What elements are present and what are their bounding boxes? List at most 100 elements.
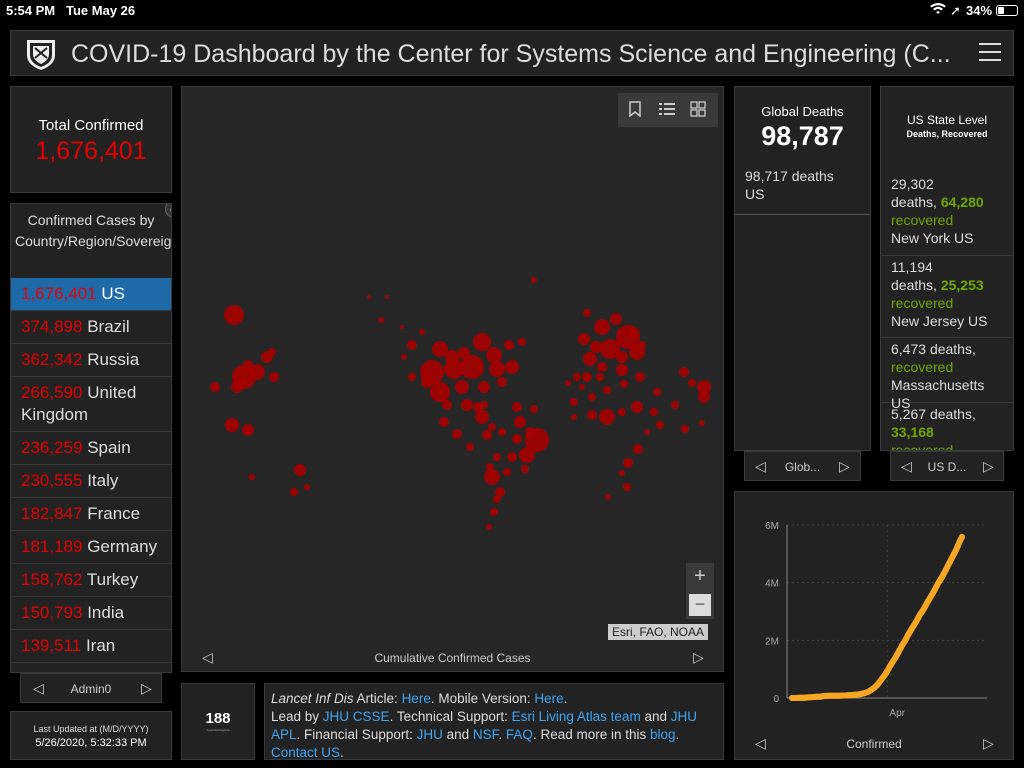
us-state-row[interactable]: 6,473 deaths, recovered Massachusetts US	[881, 338, 1013, 411]
country-name: US	[101, 284, 125, 303]
prev-arrow-icon[interactable]: ◁	[33, 680, 44, 696]
country-list-item[interactable]: 374,898 Brazil	[11, 311, 171, 344]
us-state-name: New York US	[891, 230, 974, 246]
us-state-panel: US State Level Deaths, Recovered 29,302 d…	[880, 86, 1014, 451]
prev-arrow-icon[interactable]: ◁	[202, 649, 213, 665]
country-list-panel: Confirmed Cases by Country/Region/Sovere…	[10, 203, 172, 673]
status-time: 5:54 PM	[6, 3, 56, 18]
basemap-gallery-icon[interactable]	[690, 101, 706, 122]
country-list-item[interactable]: 158,762 Turkey	[11, 564, 171, 597]
y-tick-label: 6M	[765, 521, 779, 532]
global-deaths-row-value: 98,717 deaths	[745, 168, 834, 184]
country-list-item[interactable]: 1,676,401 US	[11, 278, 171, 311]
country-name: Russia	[87, 350, 140, 369]
us-state-row[interactable]: 11,194 deaths, 25,253 recovered New Jersey …	[881, 256, 1013, 338]
battery-icon	[996, 5, 1018, 16]
mobile-version-link[interactable]: Here	[534, 691, 564, 706]
us-state-name: New Jersey US	[891, 313, 988, 329]
country-name: Spain	[87, 438, 131, 457]
esri-link[interactable]: Esri Living Atlas team	[511, 709, 641, 724]
country-list-title: Confirmed Cases by Country/Region/Sovere…	[15, 212, 172, 249]
us-state-row[interactable]: 5,267 deaths, 33,168 recovered	[881, 403, 1013, 450]
map-panel[interactable]: + − Esri, FAO, NOAA ◁ Cumulative Confirm…	[181, 86, 724, 672]
country-case-count: 374,898	[21, 317, 83, 336]
country-name: Brazil	[87, 317, 130, 336]
status-date: Tue May 26	[66, 3, 136, 18]
us-deaths-value: 6,473	[891, 341, 927, 357]
country-list-item[interactable]: 181,189 Germany	[11, 531, 171, 564]
prev-arrow-icon[interactable]: ◁	[755, 458, 766, 474]
country-list-pager: ◁ Admin0 ▷	[20, 673, 162, 703]
info-text: .	[675, 727, 680, 742]
prev-arrow-icon[interactable]: ◁	[755, 735, 766, 751]
global-deaths-label: Global Deaths	[761, 104, 844, 119]
info-text: . Mobile Version:	[430, 691, 535, 706]
case-bubbles-map[interactable]	[182, 87, 723, 647]
country-name: India	[87, 603, 125, 622]
hamburger-menu-icon[interactable]	[979, 43, 1001, 63]
country-name: Germany	[87, 537, 158, 556]
nsf-link[interactable]: NSF	[472, 727, 499, 742]
next-arrow-icon[interactable]: ▷	[983, 735, 994, 751]
bookmark-icon[interactable]	[628, 101, 642, 122]
us-deaths-label: deaths,	[891, 277, 937, 293]
last-updated-label: Last Updated at (M/D/YYYY)	[33, 724, 149, 734]
total-confirmed-value: 1,676,401	[35, 137, 147, 165]
map-footer-label: Cumulative Confirmed Cases	[374, 651, 531, 665]
info-text: .	[340, 745, 344, 760]
article-link[interactable]: Here	[401, 691, 431, 706]
us-state-name: Massachusetts US	[891, 377, 985, 411]
us-recovered-value: 64,280	[940, 194, 984, 210]
country-list-item[interactable]: 139,511 Iran	[11, 630, 171, 663]
jhu-csse-link[interactable]: JHU CSSE	[322, 709, 390, 724]
us-deaths-label: deaths,	[891, 194, 937, 210]
info-journal: Lancet Inf Dis	[271, 691, 354, 706]
us-state-pager: ◁ US D... ▷	[890, 451, 1004, 481]
wifi-icon	[930, 3, 948, 17]
prev-arrow-icon[interactable]: ◁	[901, 458, 912, 474]
country-case-count: 139,511	[21, 636, 82, 655]
pager-label: US D...	[927, 460, 967, 474]
last-updated-panel: Last Updated at (M/D/YYYY) 5/26/2020, 5:…	[10, 711, 172, 760]
next-arrow-icon[interactable]: ▷	[983, 458, 994, 474]
us-state-title: US State Level	[906, 113, 988, 127]
country-name: Turkey	[86, 570, 139, 589]
info-text: and	[442, 727, 473, 742]
country-name: United Kingdom	[21, 383, 137, 424]
next-arrow-icon[interactable]: ▷	[839, 458, 850, 474]
ios-status-bar: 5:54 PM Tue May 26 ➚ 34%	[0, 0, 1024, 22]
info-text: . Technical Support:	[389, 709, 512, 724]
confirmed-line-chart[interactable]: 0 2M 4M 6M Apr	[735, 492, 1013, 732]
country-case-count: 266,590	[21, 383, 83, 402]
contact-link[interactable]: Contact US	[271, 745, 341, 760]
us-recovered-label: recovered	[891, 295, 954, 311]
faq-link[interactable]: FAQ	[505, 727, 533, 742]
us-deaths-value: 5,267	[891, 406, 927, 422]
country-list-item[interactable]: 182,847 France	[11, 498, 171, 531]
next-arrow-icon[interactable]: ▷	[141, 680, 152, 696]
next-arrow-icon[interactable]: ▷	[693, 649, 704, 665]
country-list-item[interactable]: 230,555 Italy	[11, 465, 171, 498]
global-deaths-row-name: US	[745, 186, 765, 202]
legend-list-icon[interactable]	[659, 101, 675, 122]
country-name: Italy	[87, 471, 119, 490]
country-case-count: 158,762	[21, 570, 83, 589]
zoom-in-button[interactable]: +	[694, 565, 706, 587]
country-list-item[interactable]: 150,793 India	[11, 597, 171, 630]
zoom-out-button[interactable]: −	[689, 594, 711, 616]
us-recovered-label: recovered	[891, 212, 954, 228]
country-list-item[interactable]: 266,590 United Kingdom	[11, 377, 171, 432]
country-case-count: 182,847	[21, 504, 83, 523]
country-list-item[interactable]: 362,342 Russia	[11, 344, 171, 377]
blog-link[interactable]: blog	[650, 727, 676, 742]
jhu-link[interactable]: JHU	[416, 727, 443, 742]
jhu-apl-link[interactable]: JHU APL	[271, 709, 697, 742]
map-toolbar	[618, 93, 718, 127]
country-case-count: 1,676,401	[21, 284, 97, 303]
battery-percent: 34%	[966, 3, 993, 18]
country-name: France	[87, 504, 141, 523]
global-deaths-pager: ◁ Glob... ▷	[744, 451, 861, 481]
country-list-item[interactable]: 236,259 Spain	[11, 432, 171, 465]
us-recovered-value: 25,253	[940, 277, 984, 293]
us-state-row[interactable]: 29,302 deaths, 64,280 recovered New York US	[881, 173, 1013, 256]
